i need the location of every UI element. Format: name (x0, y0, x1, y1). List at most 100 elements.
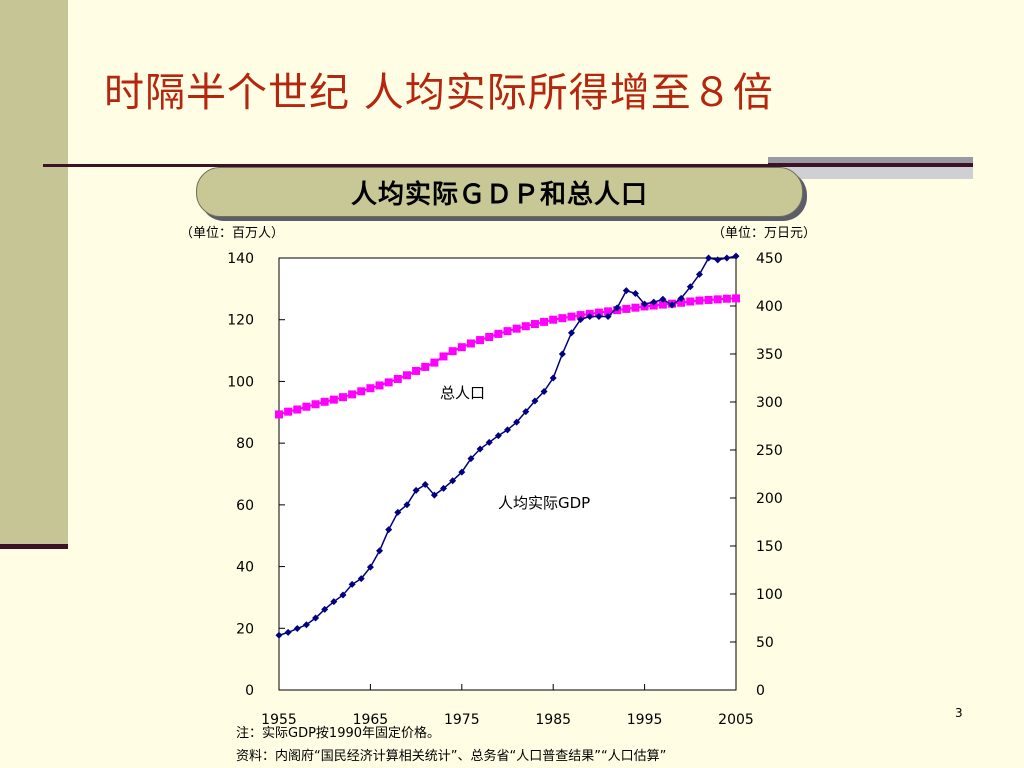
population-point (704, 295, 713, 304)
population-point (512, 324, 521, 333)
right-tick-label: 200 (756, 491, 783, 507)
population-point (320, 397, 329, 406)
population-point (421, 362, 430, 371)
gdp-point (421, 481, 429, 489)
x-tick-label: 2005 (718, 712, 754, 728)
gdp-point (513, 418, 521, 426)
gdp-point (650, 298, 658, 306)
gdp-point (504, 426, 511, 434)
gdp-point (549, 374, 557, 382)
gdp-point (403, 501, 411, 509)
gdp-point (467, 455, 475, 463)
sidebar-decoration (0, 0, 68, 548)
gdp-point (312, 614, 320, 622)
right-axis-unit-label: （单位：万日元） (712, 226, 816, 241)
divider-accent-bottom (768, 167, 973, 179)
divider-accent-middle (768, 163, 973, 167)
population-point (275, 410, 283, 419)
population-series-label: 总人口 (440, 384, 485, 402)
left-tick-label: 100 (227, 374, 254, 390)
population-point (567, 312, 576, 321)
gdp-point (394, 508, 402, 516)
gdp-point (531, 397, 539, 405)
population-point (622, 304, 631, 313)
gdp-point (686, 283, 694, 291)
population-point (695, 296, 704, 305)
population-point (530, 320, 539, 329)
population-point (604, 307, 613, 316)
x-tick-label: 1985 (535, 712, 571, 728)
gdp-point (522, 408, 530, 416)
slide-title: 时隔半个世纪 人均实际所得增至８倍 (104, 70, 774, 116)
population-point (430, 358, 439, 367)
gdp-point (641, 300, 649, 308)
population-point (576, 311, 585, 320)
gdp-point (440, 484, 448, 492)
right-tick-label: 450 (756, 251, 783, 267)
series-layer (275, 252, 740, 639)
gdp-point (302, 621, 310, 629)
left-tick-label: 20 (236, 621, 254, 637)
right-tick-label: 350 (756, 347, 783, 363)
population-point (558, 314, 567, 323)
population-point (540, 317, 549, 326)
gdp-point (449, 477, 457, 485)
population-point (713, 295, 722, 304)
right-tick-label: 100 (756, 587, 783, 603)
population-point (594, 308, 603, 317)
gdp-series-label: 人均实际GDP (498, 494, 590, 512)
gdp-point (348, 580, 356, 588)
gdp-point (567, 329, 575, 337)
gdp-point (677, 294, 685, 302)
population-point (375, 381, 384, 390)
gdp-point (494, 432, 502, 440)
right-tick-label: 250 (756, 443, 783, 459)
population-point (311, 400, 320, 409)
x-tick-label: 1955 (261, 712, 297, 728)
left-tick-label: 40 (236, 560, 254, 576)
gdp-point (275, 631, 283, 639)
left-tick-label: 140 (227, 251, 254, 267)
gdp-point (723, 254, 731, 262)
left-tick-label: 60 (236, 498, 254, 514)
population-point (439, 352, 448, 361)
gdp-point (714, 256, 722, 264)
gdp-point (595, 313, 603, 321)
gdp-point (604, 313, 612, 321)
chart-heading-banner: 人均实际ＧＤＰ和总人口 (196, 167, 803, 217)
population-point (686, 297, 695, 306)
gdp-point (385, 526, 393, 534)
right-tick-label: 50 (756, 635, 774, 651)
gdp-point (586, 313, 594, 321)
gdp-point (376, 547, 384, 555)
x-tick-label: 1995 (627, 712, 663, 728)
gdp-point (284, 628, 292, 636)
population-point (357, 387, 366, 396)
x-axis: 1955 1965 1975 1985 1995 2005 (261, 684, 754, 728)
population-point (503, 327, 512, 336)
left-tick-label: 0 (245, 683, 254, 699)
population-point (677, 298, 686, 307)
population-point (494, 329, 503, 338)
gdp-point (458, 468, 466, 476)
left-tick-label: 120 (227, 313, 254, 329)
population-point (402, 371, 411, 380)
gdp-point (577, 315, 585, 323)
population-point (293, 405, 302, 414)
gdp-point (430, 491, 438, 499)
right-tick-label: 0 (756, 683, 765, 699)
chart-note: 注：实际GDP按1990年固定价格。 (236, 726, 441, 741)
gdp-point (540, 387, 548, 395)
gdp-point (366, 563, 374, 571)
population-point (366, 384, 375, 393)
x-tick-label: 1965 (353, 712, 389, 728)
gdp-point (357, 575, 365, 583)
divider-accent-top (768, 157, 973, 163)
gdp-point (695, 270, 703, 278)
gdp-point (668, 301, 676, 309)
gdp-point (321, 605, 329, 613)
population-point (412, 366, 421, 375)
gdp-point (631, 290, 639, 298)
population-point (631, 303, 640, 312)
